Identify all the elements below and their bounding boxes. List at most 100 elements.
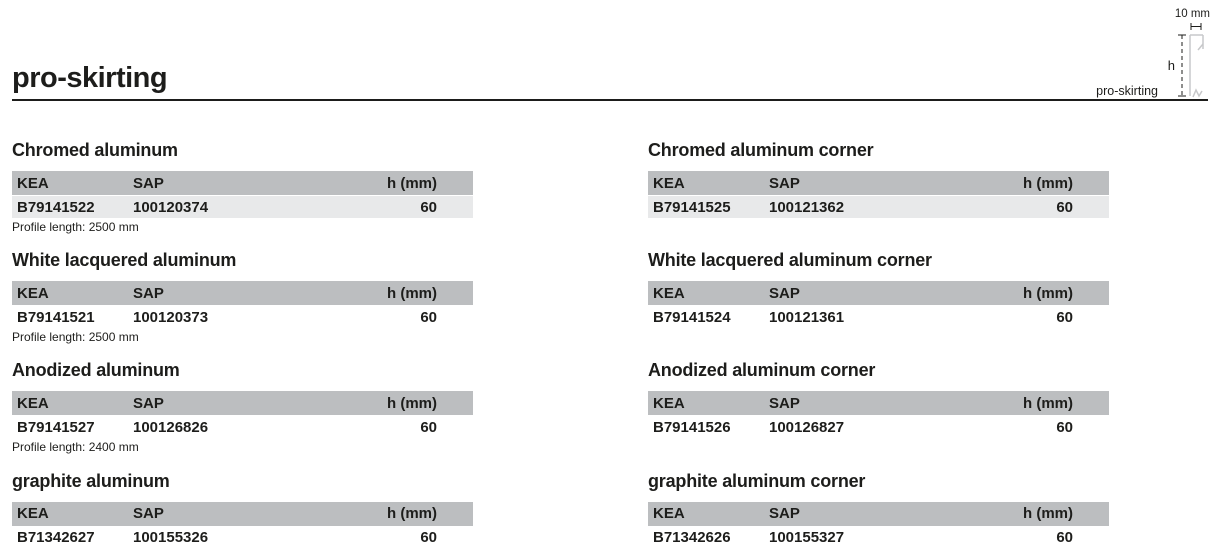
table-header-row: KEA SAP h (mm) [648,281,1109,306]
page-title: pro-skirting [12,62,168,94]
profile-diagram-drawing: 10 mm h [1096,8,1210,98]
h-value: 60 [1056,529,1073,547]
kea-value: B79141527 [17,418,95,436]
diagram-width-label: 10 mm [1175,8,1210,20]
sap-value: 100121361 [769,308,845,326]
col-header-kea: KEA [17,394,49,412]
table-row: B79141522 100120374 60 [12,196,473,218]
product-group-title: Chromed aluminum [12,140,178,160]
table-row: B79141521 100120373 60 [12,306,473,328]
table-header-row: KEA SAP h (mm) [12,171,473,195]
table-header-row: KEA SAP h (mm) [648,501,1109,526]
kea-value: B79141522 [17,198,95,216]
col-header-sap: SAP [133,284,164,302]
product-table: KEA SAP h (mm) B71342626 100155327 60 [648,501,1109,549]
product-group-white-lacquered-corner: White lacquered aluminum corner KEA SAP … [648,251,1109,328]
width-dimension-marker [1190,23,1202,30]
h-value: 60 [420,529,437,547]
product-table: KEA SAP h (mm) B79141524 100121361 60 [648,281,1109,328]
kea-value: B71342627 [17,529,95,547]
product-table: KEA SAP h (mm) B79141526 100126827 60 [648,391,1109,438]
product-group-title: White lacquered aluminum [12,250,237,271]
table-row: B71342627 100155326 60 [12,527,473,549]
col-header-h: h (mm) [387,284,437,302]
col-header-kea: KEA [17,284,49,302]
table-header-row: KEA SAP h (mm) [648,171,1109,195]
profile-length-note: Profile length: 2500 mm [12,330,139,345]
col-header-kea: KEA [653,394,685,412]
product-table: KEA SAP h (mm) B71342627 100155326 60 [12,501,473,549]
col-header-sap: SAP [133,505,164,523]
col-header-sap: SAP [769,394,800,412]
col-header-sap: SAP [133,174,164,192]
kea-value: B79141521 [17,308,95,326]
product-group-chromed-corner: Chromed aluminum corner KEA SAP h (mm) B… [648,141,1109,218]
diagram-height-label: h [1168,58,1175,73]
col-header-h: h (mm) [387,394,437,412]
col-header-kea: KEA [653,505,685,523]
product-group-title: Anodized aluminum corner [648,360,876,381]
col-header-h: h (mm) [1023,284,1073,302]
product-group-white-lacquered: White lacquered aluminum KEA SAP h (mm) … [12,251,473,344]
sap-value: 100126827 [769,418,845,436]
kea-value: B79141524 [653,308,731,326]
h-value: 60 [420,198,437,216]
product-table: KEA SAP h (mm) B79141522 100120374 60 [12,171,473,218]
table-row: B79141527 100126826 60 [12,416,473,438]
table-header-row: KEA SAP h (mm) [12,501,473,526]
diagram-caption: pro-skirting [1096,84,1158,98]
col-header-sap: SAP [769,174,800,192]
product-group-graphite: graphite aluminum KEA SAP h (mm) B713426… [12,472,473,553]
product-group-anodized: Anodized aluminum KEA SAP h (mm) B791415… [12,361,473,454]
product-table: KEA SAP h (mm) B79141527 100126826 60 [12,391,473,438]
product-group-anodized-corner: Anodized aluminum corner KEA SAP h (mm) … [648,361,1109,438]
col-header-kea: KEA [17,505,49,523]
h-value: 60 [1056,418,1073,436]
product-group-title: Chromed aluminum corner [648,140,874,160]
h-value: 60 [1056,308,1073,326]
kea-value: B79141525 [653,198,731,216]
product-group-title: Anodized aluminum [12,360,180,381]
col-header-h: h (mm) [387,505,437,523]
table-row: B79141526 100126827 60 [648,416,1109,438]
sap-value: 100155327 [769,529,845,547]
h-value: 60 [420,308,437,326]
col-header-kea: KEA [17,174,49,192]
col-header-h: h (mm) [1023,174,1073,192]
product-group-title: graphite aluminum [12,470,170,491]
col-header-h: h (mm) [387,174,437,192]
sap-value: 100120374 [133,198,209,216]
product-group-title: White lacquered aluminum corner [648,250,932,271]
table-row: B71342626 100155327 60 [648,527,1109,549]
page-header: pro-skirting 10 mm h [12,0,1210,101]
col-header-h: h (mm) [1023,394,1073,412]
kea-value: B71342626 [653,529,731,547]
h-value: 60 [1056,198,1073,216]
profile-length-note: Profile length: 2500 mm [12,220,139,234]
profile-length-note: Profile length: 2500 mm [12,551,473,553]
sap-value: 100120373 [133,308,209,326]
sap-value: 100126826 [133,418,209,436]
sap-value: 100155326 [133,529,209,547]
table-row: B79141524 100121361 60 [648,306,1109,328]
table-row: B79141525 100121362 60 [648,196,1109,218]
product-table: KEA SAP h (mm) B79141525 100121362 60 [648,171,1109,218]
product-group-chromed: Chromed aluminum KEA SAP h (mm) B7914152… [12,141,473,234]
table-header-row: KEA SAP h (mm) [12,281,473,306]
skirting-profile-outline [1189,34,1204,98]
col-header-kea: KEA [653,284,685,302]
product-group-title: graphite aluminum corner [648,470,866,491]
col-header-kea: KEA [653,174,685,192]
profile-dimension-diagram: 10 mm h [1082,4,1212,100]
product-tables: Chromed aluminum KEA SAP h (mm) B7914152… [12,101,1218,553]
h-value: 60 [420,418,437,436]
height-dimension-line [1178,34,1186,97]
sap-value: 100121362 [769,198,845,216]
col-header-sap: SAP [133,394,164,412]
col-header-h: h (mm) [1023,505,1073,523]
product-group-graphite-corner: graphite aluminum corner KEA SAP h (mm) … [648,472,1109,549]
col-header-sap: SAP [769,505,800,523]
kea-value: B79141526 [653,418,731,436]
table-header-row: KEA SAP h (mm) [648,391,1109,416]
